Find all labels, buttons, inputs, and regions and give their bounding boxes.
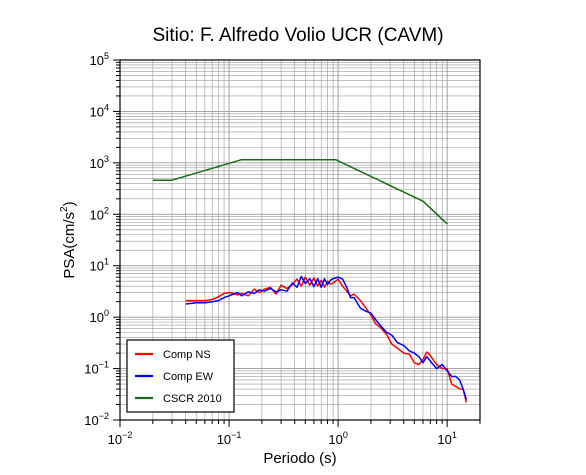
y-tick-label: 103 xyxy=(90,154,109,171)
y-tick-label-exp: 0 xyxy=(104,308,109,318)
y-axis-label-sup: 2 xyxy=(59,206,70,212)
y-axis-label-tail: ) xyxy=(61,201,78,206)
legend-label-comp-ew: Comp EW xyxy=(163,371,214,383)
chart-title: Sitio: F. Alfredo Volio UCR (CAVM) xyxy=(152,25,443,46)
x-tick-label-base: 10 xyxy=(108,432,122,447)
y-tick-label: 10−2 xyxy=(84,411,109,428)
x-tick-label: 100 xyxy=(328,430,347,447)
legend-label-comp-ns: Comp NS xyxy=(163,349,211,361)
grid xyxy=(119,60,481,421)
x-tick-label-base: 10 xyxy=(328,432,342,447)
x-tick-label-exp: −2 xyxy=(122,430,132,440)
y-tick-label-base: 10 xyxy=(90,207,104,222)
x-tick-label-exp: −1 xyxy=(231,430,241,440)
y-tick-label-base: 10 xyxy=(90,53,104,68)
series-line-cscr-2010 xyxy=(152,158,448,225)
y-tick-label-base: 10 xyxy=(90,156,104,171)
y-tick-label-exp: −1 xyxy=(99,360,109,370)
y-tick-label: 104 xyxy=(90,102,109,119)
series-group xyxy=(152,158,468,403)
x-tick-label-base: 10 xyxy=(437,432,451,447)
x-tick-label: 101 xyxy=(437,430,456,447)
y-tick-label-base: 10 xyxy=(84,413,98,428)
y-tick-label-exp: 3 xyxy=(104,154,109,164)
x-tick-label: 10−1 xyxy=(217,430,242,447)
y-axis-label-base: PSA(cm/s xyxy=(61,212,78,279)
y-tick-label: 102 xyxy=(90,205,109,222)
x-tick-label-base: 10 xyxy=(217,432,231,447)
x-tick-label: 10−2 xyxy=(108,430,133,447)
y-tick-label-base: 10 xyxy=(90,310,104,325)
y-tick-label-exp: 5 xyxy=(104,51,109,61)
x-axis-label: Periodo (s) xyxy=(263,450,336,467)
series-line-comp-ew xyxy=(185,275,468,400)
x-tick-label-exp: 0 xyxy=(343,430,348,440)
plot-frame xyxy=(119,59,481,421)
y-tick-label-exp: −2 xyxy=(99,411,109,421)
x-tick-label-exp: 1 xyxy=(452,430,457,440)
y-tick-label-base: 10 xyxy=(90,259,104,274)
legend-label-cscr-2010: CSCR 2010 xyxy=(163,393,222,405)
legend: Comp NS Comp EW CSCR 2010 xyxy=(126,339,235,413)
y-tick-label-base: 10 xyxy=(90,104,104,119)
y-tick-label-exp: 4 xyxy=(104,102,109,112)
y-tick-label: 100 xyxy=(90,308,109,325)
y-tick-label-base: 10 xyxy=(84,362,98,377)
y-tick-label: 105 xyxy=(90,51,109,68)
y-tick-label: 10−1 xyxy=(84,360,109,377)
x-axis: 10−2 10−1 100 101 xyxy=(108,420,481,447)
y-tick-label-exp: 2 xyxy=(104,205,109,215)
y-tick-label-exp: 1 xyxy=(104,257,109,267)
y-tick-label: 101 xyxy=(90,257,109,274)
y-axis-label: PSA(cm/s2) xyxy=(59,201,78,278)
